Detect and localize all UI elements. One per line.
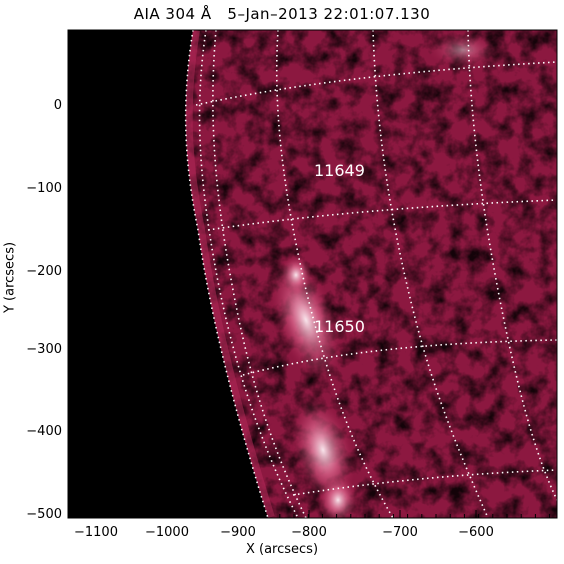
y-axis-label: Y (arcsecs): [2, 241, 18, 314]
solar-disk: [185, 30, 557, 518]
y-axis: 0 −100 −200 −300 −400 −500: [26, 98, 76, 522]
image-title: AIA 304 Å 5–Jan–2013 22:01:07.130: [133, 5, 431, 23]
y-tick-label: −500: [26, 507, 62, 522]
y-tick-label: −300: [26, 342, 62, 357]
solar-image: 11649 11650: [68, 30, 557, 518]
y-tick-label: −400: [26, 424, 62, 439]
solar-image-svg: 11649 11650: [68, 30, 557, 518]
x-tick-label: −700: [382, 525, 418, 540]
y-tick-label: −100: [26, 181, 62, 196]
x-tick-label: −1000: [145, 525, 189, 540]
heliographic-grid: [184, 30, 557, 518]
x-tick-label: −1100: [74, 525, 118, 540]
x-tick-label: −600: [458, 525, 494, 540]
plot-border: [67, 29, 558, 519]
x-axis-label: X (arcsecs): [245, 542, 319, 557]
x-tick-label: −800: [291, 525, 327, 540]
y-tick-label: 0: [54, 98, 62, 113]
y-tick-label: −200: [26, 264, 62, 279]
x-tick-label: −900: [220, 525, 256, 540]
active-region-label: 11650: [314, 317, 365, 336]
x-axis: −1100 −1000 −900 −800 −700 −600: [74, 510, 551, 540]
active-region-label: 11649: [314, 161, 365, 180]
